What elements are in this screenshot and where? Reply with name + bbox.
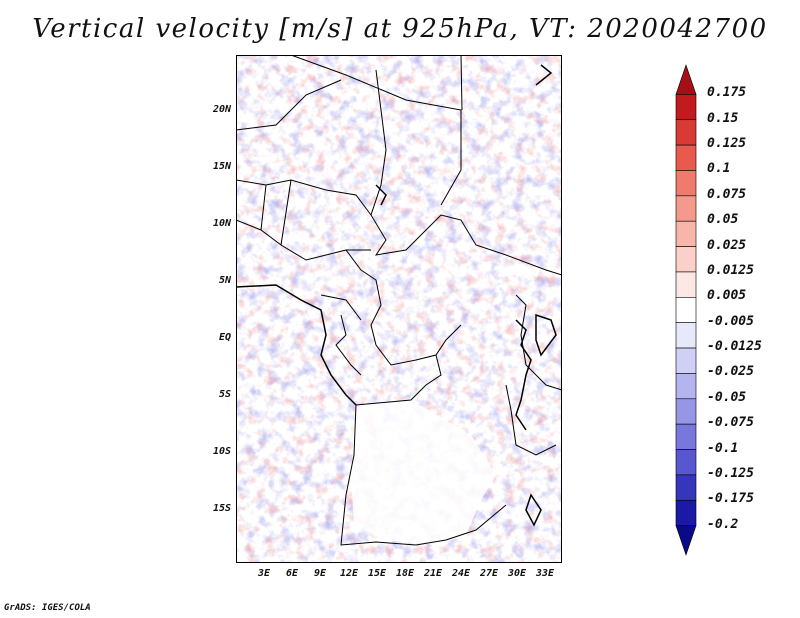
colorbar-label: 0.125: [707, 136, 747, 152]
lat-tick: 15S: [212, 503, 231, 514]
colorbar-segment: [675, 322, 697, 349]
colorbar-segment: [675, 423, 697, 450]
map-title: Vertical velocity [m/s] at 925hPa, VT: 2…: [32, 14, 768, 44]
colorbar-segment: [675, 220, 697, 247]
lon-tick: 18E: [395, 568, 415, 579]
colorbar-label: -0.0125: [707, 339, 762, 355]
lakes-coast: [236, 64, 557, 527]
colorbar-label: 0.005: [707, 288, 747, 304]
colorbar-label: -0.025: [707, 364, 754, 380]
colorbar-segment: [675, 347, 697, 374]
colorbar-segment: [675, 119, 697, 146]
colorbar: [675, 64, 697, 556]
lon-tick: 12E: [339, 568, 359, 579]
vertical-velocity-map: [236, 55, 562, 563]
colorbar-segment: [675, 195, 697, 222]
colorbar-segment: [675, 144, 697, 171]
colorbar-label: -0.2: [707, 516, 739, 532]
colorbar-segment: [675, 474, 697, 501]
grads-credit: GrADS: IGES/COLA: [4, 603, 91, 613]
colorbar-label: 0.15: [707, 110, 739, 126]
lat-tick: 10S: [212, 446, 231, 457]
colorbar-segment: [675, 271, 697, 298]
colorbar-segment: [675, 398, 697, 425]
lon-tick: 27E: [479, 568, 499, 579]
lat-tick: 10N: [212, 218, 231, 229]
colorbar-label: -0.05: [707, 389, 747, 405]
colorbar-label: 0.175: [707, 85, 747, 101]
lon-tick: 3E: [257, 568, 271, 579]
lon-tick: 21E: [423, 568, 443, 579]
lat-tick: 5S: [218, 389, 231, 400]
colorbar-segment: [675, 94, 697, 121]
colorbar-segment: [675, 170, 697, 197]
colorbar-segment: [675, 449, 697, 476]
colorbar-label: -0.005: [707, 313, 754, 329]
colorbar-segment: [675, 525, 697, 556]
colorbar-label: -0.125: [707, 465, 754, 481]
colorbar-label: -0.1: [707, 440, 739, 456]
lon-tick: 15E: [367, 568, 387, 579]
colorbar-label: -0.075: [707, 415, 754, 431]
country-borders: [236, 55, 562, 546]
lon-tick: 24E: [451, 568, 471, 579]
colorbar-label: 0.075: [707, 186, 747, 202]
colorbar-segment: [675, 373, 697, 400]
colorbar-segment: [675, 297, 697, 323]
colorbar-label: 0.1: [707, 161, 731, 177]
colorbar-segment: [675, 246, 697, 273]
lat-tick: 5N: [218, 275, 231, 286]
lon-tick: 33E: [535, 568, 555, 579]
map-frame: [236, 55, 562, 563]
colorbar-label: 0.05: [707, 212, 739, 228]
lat-tick: EQ: [218, 332, 231, 343]
lon-tick: 9E: [313, 568, 327, 579]
colorbar-segment: [675, 64, 697, 95]
calm-region: [351, 400, 496, 545]
colorbar-label: 0.0125: [707, 262, 754, 278]
lat-tick: 20N: [212, 104, 231, 115]
lon-tick: 30E: [507, 568, 527, 579]
colorbar-label: -0.175: [707, 491, 754, 507]
colorbar-segment: [675, 499, 697, 526]
colorbar-label: 0.025: [707, 237, 747, 253]
lon-tick: 6E: [285, 568, 299, 579]
lat-tick: 15N: [212, 161, 231, 172]
